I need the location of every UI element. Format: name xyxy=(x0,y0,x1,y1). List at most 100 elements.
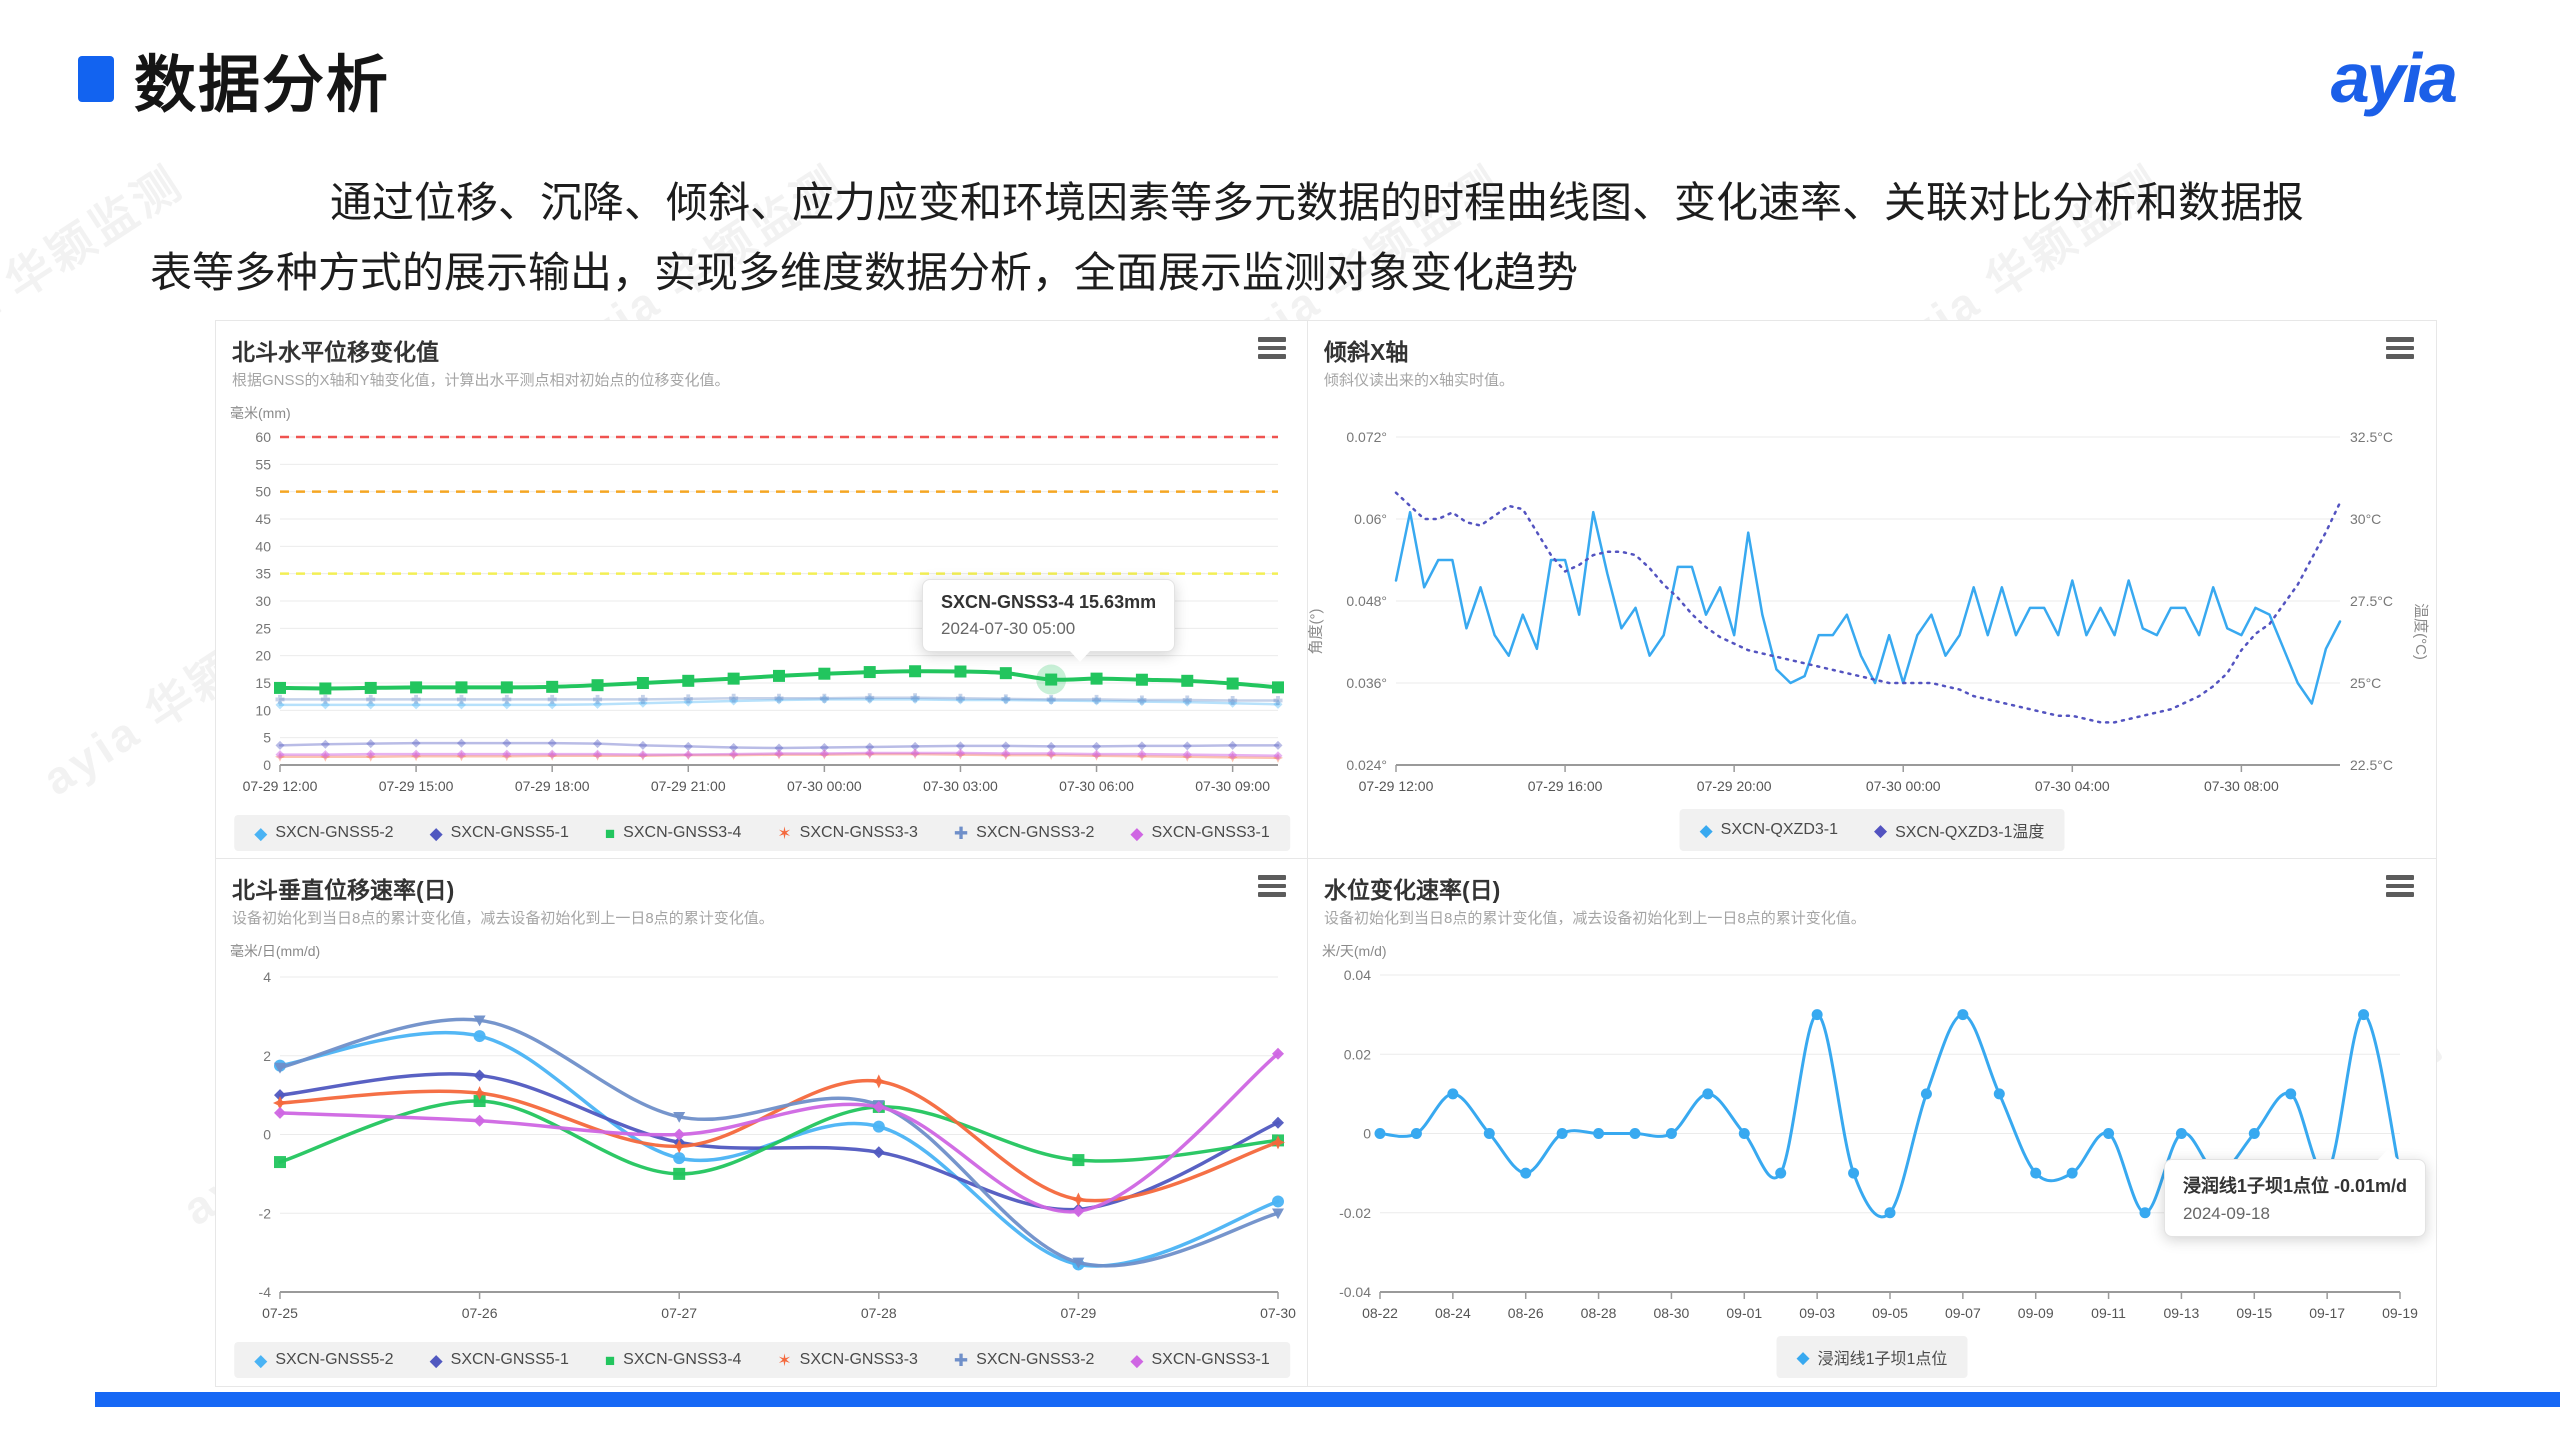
legend-item[interactable]: ■ SXCN-GNSS3-4 xyxy=(605,1351,742,1369)
svg-text:0: 0 xyxy=(263,757,271,773)
svg-text:10: 10 xyxy=(255,702,271,718)
svg-text:07-29 16:00: 07-29 16:00 xyxy=(1528,778,1603,794)
legend-item[interactable]: ✚ SXCN-GNSS3-2 xyxy=(954,1351,1095,1369)
chart-panel-horizontal-displacement: 北斗水平位移变化值 根据GNSS的X轴和Y轴变化值，计算出水平测点相对初始点的位… xyxy=(215,320,1309,860)
svg-text:07-28: 07-28 xyxy=(861,1305,897,1321)
legend-label: SXCN-GNSS5-1 xyxy=(450,824,569,841)
hamburger-menu-icon[interactable] xyxy=(2386,337,2414,363)
chart-title: 倾斜X轴 xyxy=(1324,339,1409,365)
tooltip-value: SXCN-GNSS3-4 15.63mm xyxy=(941,592,1157,612)
svg-text:07-29 18:00: 07-29 18:00 xyxy=(515,778,590,794)
svg-text:09-05: 09-05 xyxy=(1872,1305,1908,1321)
svg-text:25°C: 25°C xyxy=(2350,675,2381,691)
svg-text:09-13: 09-13 xyxy=(2164,1305,2200,1321)
chart-svg: 0.024° 0.036° 0.048° 0.06° 0.072° 22.5°C 25°C 2… xyxy=(1346,429,2393,794)
svg-text:08-24: 08-24 xyxy=(1435,1305,1471,1321)
svg-text:2: 2 xyxy=(263,1048,271,1064)
legend-item[interactable]: ✶ SXCN-GNSS3-3 xyxy=(777,824,918,842)
tooltip-date: 2024-07-30 05:00 xyxy=(941,619,1076,638)
chart-panel-water-level-rate: 水位变化速率(日) 设备初始化到当日8点的累计变化值，减去设备初始化到上一日8点… xyxy=(1307,858,2437,1387)
legend-marker-icon: ◆ xyxy=(1796,1347,1810,1367)
chart-tooltip: 浸润线1子坝1点位 -0.01m/d 2024-09-18 xyxy=(2163,1149,2426,1237)
legend-marker-icon: ◆ xyxy=(1130,1350,1144,1370)
svg-text:07-27: 07-27 xyxy=(661,1305,697,1321)
chart-tooltip: SXCN-GNSS3-4 15.63mm 2024-07-30 05:00 xyxy=(922,579,1176,662)
description: 通过位移、沉降、倾斜、应力应变和环境因素等多元数据的时程曲线图、变化速率、关联对… xyxy=(150,168,2440,308)
svg-text:4: 4 xyxy=(263,969,271,985)
legend-item[interactable]: ◆ 浸润线1子坝1点位 xyxy=(1797,1345,1948,1369)
svg-text:15: 15 xyxy=(255,675,271,691)
svg-text:0: 0 xyxy=(263,1127,271,1143)
svg-text:-2: -2 xyxy=(259,1205,272,1221)
legend-label: SXCN-QXZD3-1 xyxy=(1720,821,1838,838)
y-axis-unit: 米/天(m/d) xyxy=(1322,943,1387,959)
legend-marker-icon: ◆ xyxy=(429,1350,443,1370)
hamburger-menu-icon[interactable] xyxy=(2386,875,2414,901)
legend-item[interactable]: ■ SXCN-GNSS3-4 xyxy=(605,824,742,842)
legend-marker-icon: ✶ xyxy=(777,1350,792,1370)
svg-text:09-15: 09-15 xyxy=(2236,1305,2272,1321)
chart-canvas[interactable]: 0.024° 0.036° 0.048° 0.06° 0.072° 22.5°C 25°C 2… xyxy=(1320,429,2424,801)
legend-item[interactable]: ◆ SXCN-GNSS3-1 xyxy=(1130,824,1269,842)
svg-text:09-17: 09-17 xyxy=(2309,1305,2345,1321)
tooltip-date: 2024-09-18 xyxy=(2182,1204,2270,1223)
legend-marker-icon: ◆ xyxy=(1874,820,1888,840)
svg-text:0: 0 xyxy=(1363,1126,1371,1142)
chart-legend: ◆ SXCN-GNSS5-2 ◆ SXCN-GNSS5-1 ■ SXCN-GNSS3-4 ✶… xyxy=(234,815,1290,851)
hamburger-menu-icon[interactable] xyxy=(1258,337,1286,363)
chart-title: 水位变化速率(日) xyxy=(1324,877,1501,903)
hamburger-menu-icon[interactable] xyxy=(1258,875,1286,901)
legend-marker-icon: ◆ xyxy=(1699,820,1713,840)
svg-text:20: 20 xyxy=(255,648,271,664)
svg-text:07-29 12:00: 07-29 12:00 xyxy=(243,778,318,794)
description-line-2: 表等多种方式的展示输出，实现多维度数据分析，全面展示监测对象变化趋势 xyxy=(150,249,1579,296)
legend-marker-icon: ◆ xyxy=(254,823,268,843)
svg-text:07-26: 07-26 xyxy=(462,1305,498,1321)
chart-legend: ◆ SXCN-QXZD3-1 ◆ SXCN-QXZD3-1温度 xyxy=(1679,809,2065,851)
svg-text:50: 50 xyxy=(255,484,271,500)
svg-text:25: 25 xyxy=(255,620,271,636)
brand-logo: ayia xyxy=(2330,39,2458,117)
legend-item[interactable]: ◆ SXCN-GNSS3-1 xyxy=(1130,1351,1269,1369)
tooltip-arrow-icon xyxy=(1068,650,1091,662)
legend-item[interactable]: ◆ SXCN-GNSS5-2 xyxy=(254,1351,393,1369)
svg-text:09-01: 09-01 xyxy=(1726,1305,1762,1321)
svg-text:07-30 08:00: 07-30 08:00 xyxy=(2204,778,2279,794)
tooltip-value: 浸润线1子坝1点位 -0.01m/d xyxy=(2182,1176,2407,1196)
svg-text:07-25: 07-25 xyxy=(262,1305,298,1321)
svg-text:0.04: 0.04 xyxy=(1344,967,1371,983)
legend-item[interactable]: ◆ SXCN-QXZD3-1 xyxy=(1700,818,1838,842)
svg-text:30: 30 xyxy=(255,593,271,609)
legend-item[interactable]: ◆ SXCN-GNSS5-1 xyxy=(430,1351,569,1369)
legend-item[interactable]: ◆ SXCN-GNSS5-2 xyxy=(254,824,393,842)
chart-legend: ◆ SXCN-GNSS5-2 ◆ SXCN-GNSS5-1 ■ SXCN-GNSS3-4 ✶… xyxy=(234,1342,1290,1378)
legend-label: SXCN-GNSS3-4 xyxy=(623,824,742,841)
legend-item[interactable]: ◆ SXCN-QXZD3-1温度 xyxy=(1874,818,2044,842)
legend-marker-icon: ■ xyxy=(604,1350,616,1370)
svg-text:0.072°: 0.072° xyxy=(1346,429,1387,445)
legend-marker-icon: ■ xyxy=(604,823,616,843)
chart-title: 北斗垂直位移速率(日) xyxy=(232,877,455,903)
svg-text:09-03: 09-03 xyxy=(1799,1305,1835,1321)
legend-marker-icon: ✶ xyxy=(777,823,792,843)
legend-marker-icon: ◆ xyxy=(1130,823,1144,843)
chart-panel-vertical-displacement-rate: 北斗垂直位移速率(日) 设备初始化到当日8点的累计变化值，减去设备初始化到上一日… xyxy=(215,858,1309,1387)
svg-text:08-28: 08-28 xyxy=(1581,1305,1617,1321)
svg-text:-0.04: -0.04 xyxy=(1339,1284,1371,1300)
legend-item[interactable]: ✶ SXCN-GNSS3-3 xyxy=(777,1351,918,1369)
chart-svg: -4 -2 0 2 4 07-25 07-26 07-27 07-28 07-29 07-30 xyxy=(259,969,1297,1321)
legend-label: SXCN-GNSS5-2 xyxy=(275,1351,394,1368)
legend-item[interactable]: ✚ SXCN-GNSS3-2 xyxy=(954,824,1095,842)
chart-canvas[interactable]: -0.04 -0.02 0 0.02 0.04 08-22 08-24 08-26 08-28 0… xyxy=(1320,967,2424,1328)
tooltip-arrow-icon xyxy=(2377,1149,2399,1161)
svg-text:07-30 03:00: 07-30 03:00 xyxy=(923,778,998,794)
chart-canvas[interactable]: 0 5 10 15 20 25 30 35 40 45 50 55 60 07-29 12:00 07-29… xyxy=(228,429,1296,801)
svg-text:08-30: 08-30 xyxy=(1654,1305,1690,1321)
chart-canvas[interactable]: -4 -2 0 2 4 07-25 07-26 07-27 07-28 07-29 07-30 xyxy=(228,967,1297,1328)
legend-label: SXCN-GNSS3-3 xyxy=(799,1351,918,1368)
legend-item[interactable]: ◆ SXCN-GNSS5-1 xyxy=(430,824,569,842)
svg-text:07-29 21:00: 07-29 21:00 xyxy=(651,778,726,794)
svg-text:07-29 20:00: 07-29 20:00 xyxy=(1697,778,1772,794)
svg-text:09-11: 09-11 xyxy=(2091,1305,2126,1321)
chart-subtitle: 倾斜仪读出来的X轴实时值。 xyxy=(1324,372,1515,389)
